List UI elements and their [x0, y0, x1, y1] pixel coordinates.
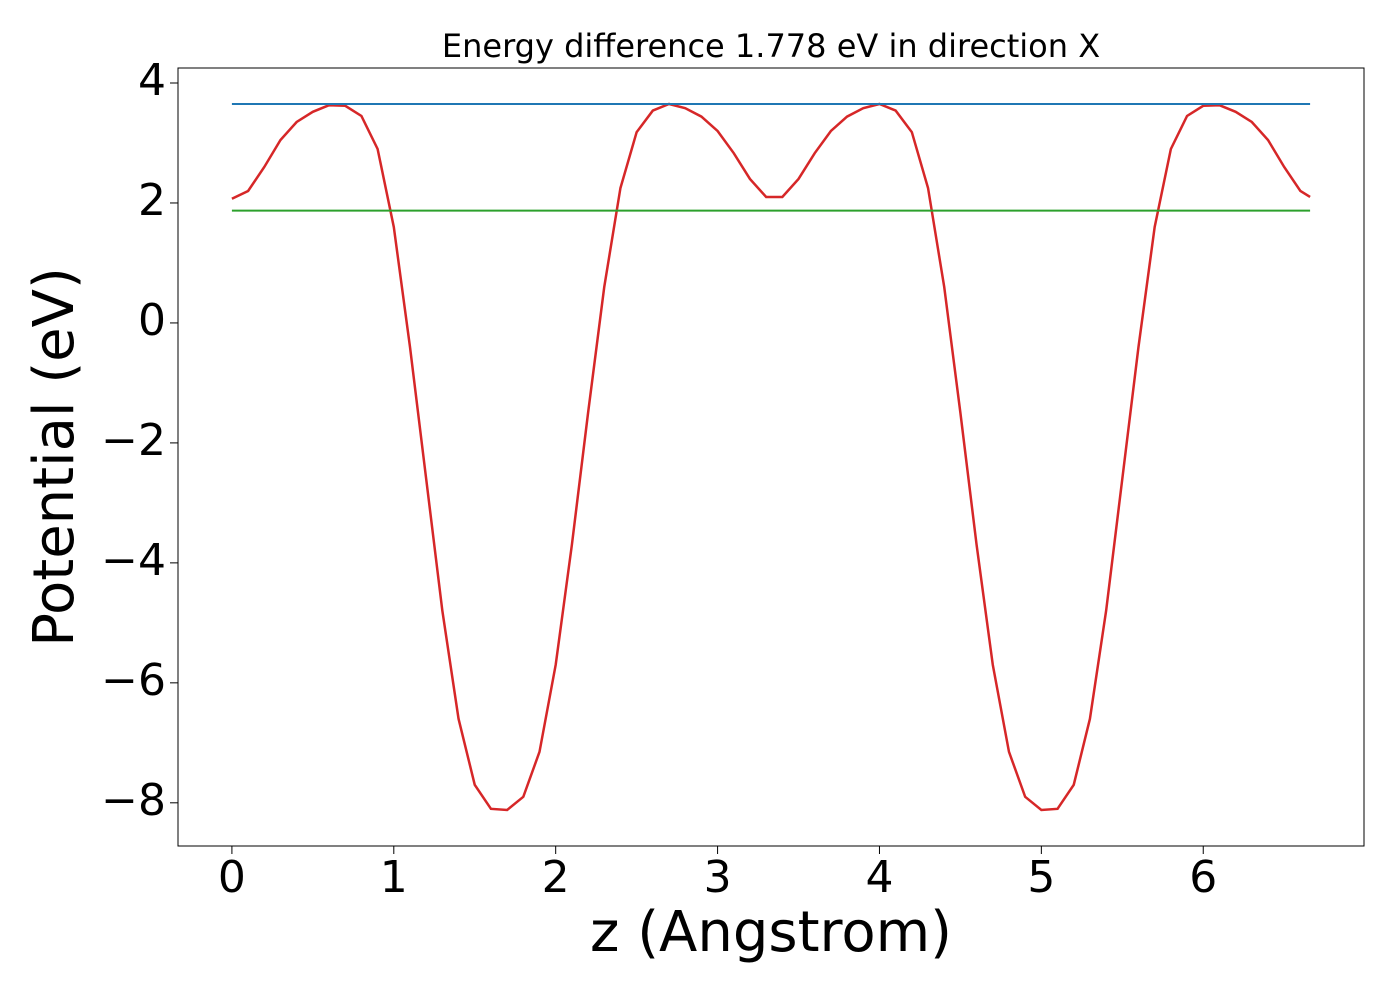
- y-tick-label: −8: [101, 775, 166, 826]
- x-tick-label: 5: [1027, 852, 1055, 903]
- x-tick-label: 0: [218, 852, 246, 903]
- x-tick-label: 6: [1189, 852, 1217, 903]
- y-tick-label: 2: [138, 175, 166, 226]
- plot-frame: [177, 67, 1365, 847]
- x-axis-label: z (Angstrom): [590, 900, 952, 965]
- x-tick-label: 3: [704, 852, 732, 903]
- x-tick-label: 4: [865, 852, 893, 903]
- y-tick-label: 0: [138, 295, 166, 346]
- y-axis-label: Potential (eV): [22, 267, 87, 647]
- y-tick-label: −6: [101, 655, 166, 706]
- x-tick-label: 1: [380, 852, 408, 903]
- y-tick-label: −4: [101, 535, 166, 586]
- x-tick-label: 2: [542, 852, 570, 903]
- chart-title: Energy difference 1.778 eV in direction …: [442, 27, 1100, 65]
- y-tick-label: −2: [101, 415, 166, 466]
- series-line: [231, 102, 1311, 812]
- y-tick-label: 4: [138, 55, 166, 106]
